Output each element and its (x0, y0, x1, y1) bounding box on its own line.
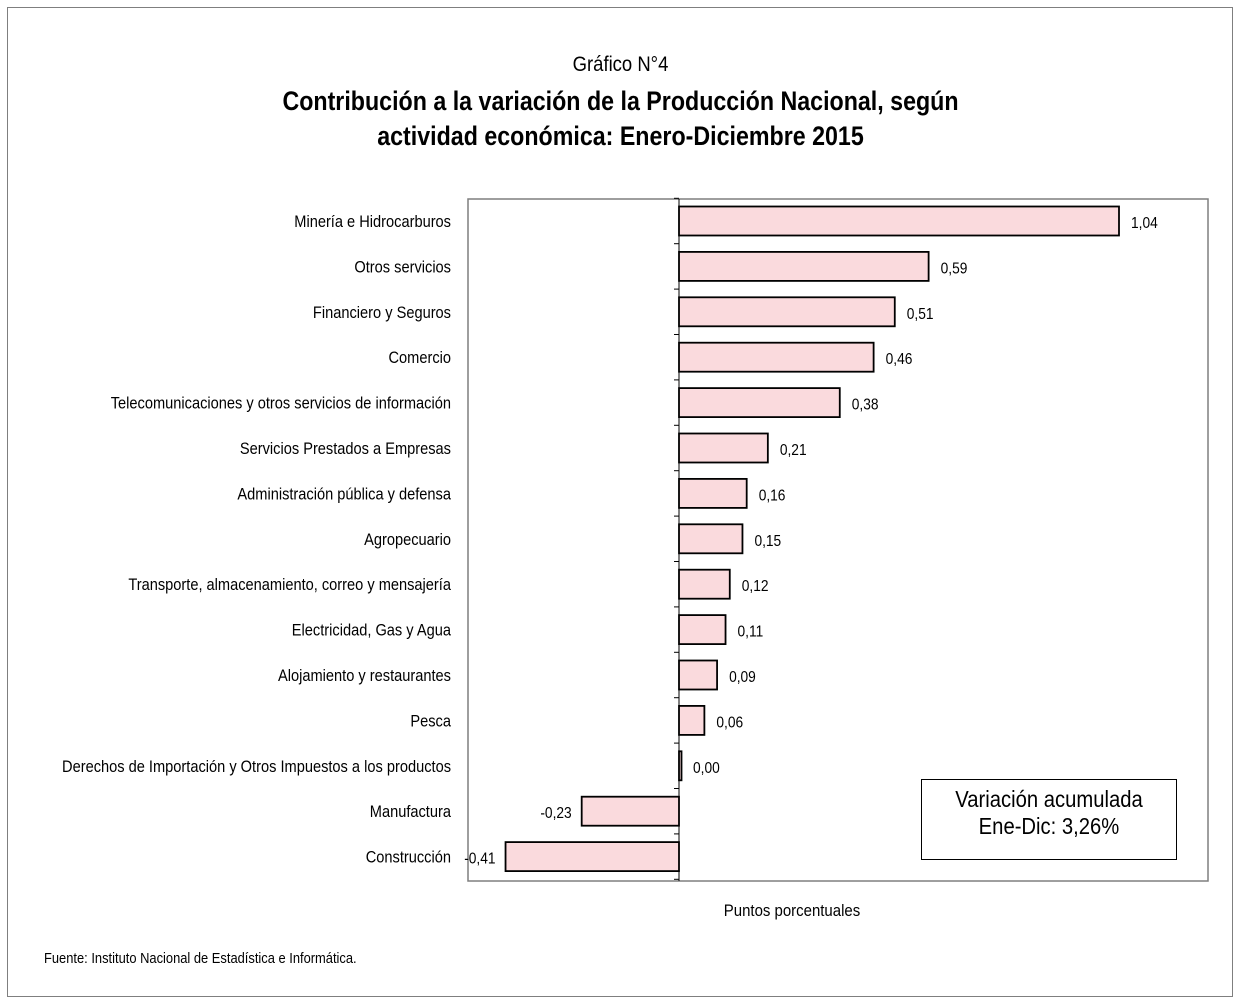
value-label: -0,41 (464, 850, 495, 868)
value-label: 0,38 (852, 396, 879, 414)
chart-title-line-2: actividad económica: Enero-Diciembre 201… (377, 121, 864, 151)
value-label: 0,09 (729, 668, 756, 686)
bar (678, 705, 706, 736)
value-label: 0,16 (759, 486, 786, 504)
value-labels: 1,04 0,59 0,51 0,46 0,38 0,21 0,16 0,15 0,12 0,11… (464, 214, 1158, 868)
value-label: 0,51 (907, 305, 934, 323)
category-label: Derechos de Importación y Otros Impuesto… (62, 758, 451, 776)
value-label: 0,15 (754, 532, 781, 550)
category-label: Financiero y Seguros (313, 304, 451, 322)
chart-number: Gráfico N°4 (572, 53, 669, 76)
value-label: 0,06 (716, 713, 743, 731)
bar (678, 523, 744, 555)
bar (678, 205, 1120, 237)
value-label: 0,12 (742, 577, 769, 595)
category-label: Construcción (366, 849, 451, 867)
value-label: 0,11 (738, 623, 764, 641)
bar (678, 250, 930, 282)
zero-axis (674, 197, 680, 881)
value-label: 0,46 (886, 350, 913, 368)
bar (678, 432, 769, 464)
category-label: Alojamiento y restaurantes (278, 667, 451, 685)
bar (678, 477, 748, 509)
category-label: Telecomunicaciones y otros servicios de … (111, 395, 451, 413)
value-label: 0,21 (780, 441, 807, 459)
chart-title-line-1: Contribución a la variación de la Produc… (282, 86, 959, 116)
category-labels: Minería e Hidrocarburos Otros servicios Fi… (62, 213, 451, 867)
source-note: Fuente: Instituto Nacional de Estadístic… (44, 950, 357, 967)
cumulative-variation-box: Variación acumulada Ene-Dic: 3,26% (921, 779, 1177, 860)
value-label: 0,59 (941, 259, 968, 277)
category-label: Servicios Prestados a Empresas (240, 440, 451, 458)
bar (678, 341, 875, 373)
bar (678, 659, 718, 691)
category-label: Comercio (388, 349, 451, 367)
category-label: Electricidad, Gas y Agua (292, 622, 451, 640)
bar (580, 795, 680, 827)
category-label: Minería e Hidrocarburos (294, 213, 451, 231)
bar (678, 568, 731, 600)
x-axis-label: Puntos porcentuales (723, 901, 861, 920)
bar (678, 387, 841, 419)
value-label: 1,04 (1131, 214, 1158, 232)
category-label: Transporte, almacenamiento, correo y men… (128, 576, 451, 594)
bar (678, 296, 896, 328)
bar (678, 614, 727, 645)
value-label: -0,23 (540, 804, 571, 822)
category-label: Agropecuario (364, 531, 451, 549)
category-label: Administración pública y defensa (237, 485, 451, 503)
cumulative-variation-value: Ene-Dic: 3,26% (978, 813, 1120, 839)
bar (504, 841, 680, 872)
value-label: 0,00 (693, 759, 720, 777)
category-label: Manufactura (370, 803, 451, 821)
bars-group (504, 205, 1120, 872)
cumulative-variation-title: Variación acumulada (955, 786, 1143, 812)
category-label: Pesca (410, 712, 451, 730)
category-label: Otros servicios (354, 258, 451, 276)
